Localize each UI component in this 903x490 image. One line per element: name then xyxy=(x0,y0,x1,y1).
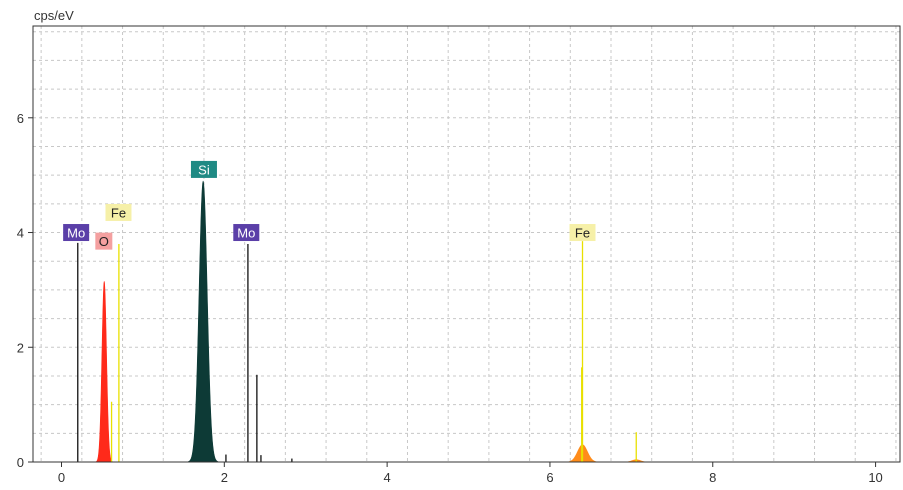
spectrum-peaks xyxy=(95,180,653,463)
element-label-text: Fe xyxy=(111,205,126,220)
y-axis-label: cps/eV xyxy=(34,8,74,23)
x-tick-label: 8 xyxy=(709,470,716,485)
element-label-text: Mo xyxy=(237,226,255,241)
y-tick-label: 4 xyxy=(17,226,24,241)
element-label-si: Si xyxy=(190,160,217,178)
axis-ticks: 0 2 4 6 8 10 0 2 4 6 xyxy=(17,111,883,485)
spectrum-lines xyxy=(77,241,637,462)
x-tick-label: 4 xyxy=(384,470,391,485)
element-label-bg xyxy=(190,160,217,178)
x-tick-label: 2 xyxy=(221,470,228,485)
plot-frame xyxy=(32,25,901,463)
element-label-text: O xyxy=(99,234,109,249)
x-tick-label: 0 xyxy=(58,470,65,485)
element-label-o: O xyxy=(95,232,113,250)
x-tick-label: 10 xyxy=(868,470,882,485)
y-tick-label: 0 xyxy=(17,455,24,470)
element-label-bg xyxy=(105,203,132,221)
element-label-bg xyxy=(95,232,113,250)
element-label-text: Fe xyxy=(575,226,590,241)
peak-o xyxy=(95,281,114,463)
element-label-fe: Fe xyxy=(569,224,596,242)
y-tick-label: 6 xyxy=(17,111,24,126)
element-label-bg xyxy=(569,224,596,242)
element-label-mo: Mo xyxy=(233,224,260,242)
y-tick-label: 2 xyxy=(17,340,24,355)
element-label-text: Si xyxy=(198,162,210,177)
grid-lines xyxy=(33,26,900,462)
element-label-fe: Fe xyxy=(105,203,132,221)
element-label-bg xyxy=(63,224,90,242)
element-label-text: Mo xyxy=(67,226,85,241)
peak-si xyxy=(186,180,220,463)
element-label-bg xyxy=(233,224,260,242)
element-label-mo: Mo xyxy=(63,224,90,242)
x-tick-label: 6 xyxy=(546,470,553,485)
